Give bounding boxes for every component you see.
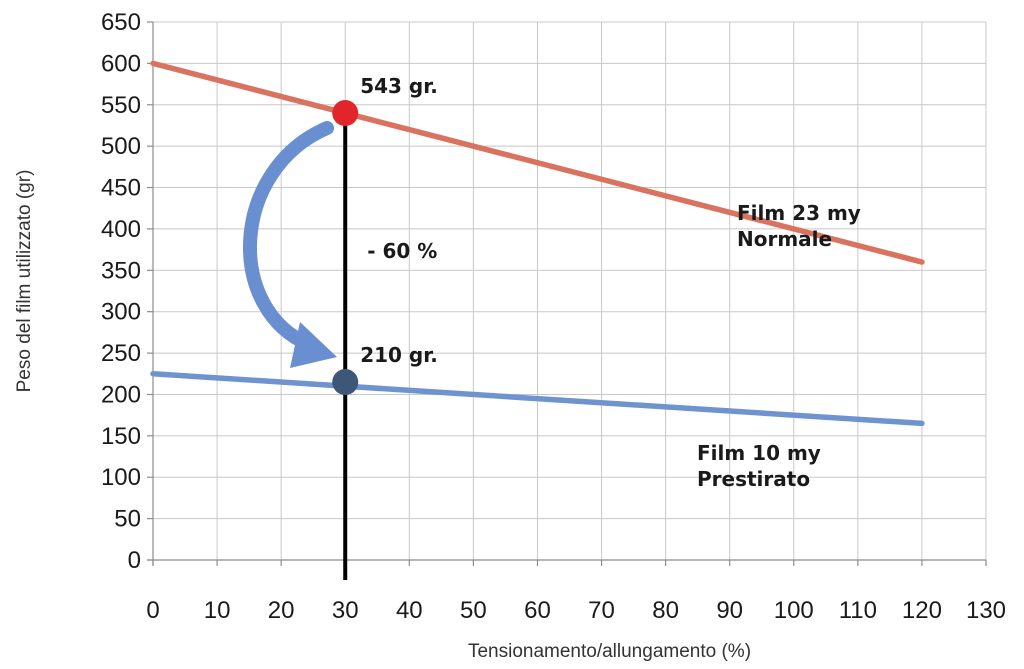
series-label-0: Film 23 my Normale bbox=[737, 201, 861, 251]
x-tick-label: 100 bbox=[774, 597, 814, 624]
x-tick-label: 50 bbox=[460, 597, 487, 624]
marker-1 bbox=[332, 369, 359, 396]
y-tick-label: 250 bbox=[101, 340, 141, 367]
marker-0 bbox=[332, 100, 359, 127]
y-tick-label: 600 bbox=[101, 50, 141, 77]
y-tick-label: 450 bbox=[101, 175, 141, 202]
x-tick-label: 10 bbox=[204, 597, 231, 624]
annotations: Film 23 my Normale Film 10 my Prestirato 543… bbox=[243, 74, 861, 580]
series-label-line: Film 23 my bbox=[737, 201, 861, 225]
y-tick-label: 200 bbox=[101, 381, 141, 408]
series-label-line: Normale bbox=[737, 227, 832, 251]
x-tick-label: 80 bbox=[652, 597, 679, 624]
series-line-1 bbox=[150, 371, 925, 427]
y-tick-label: 550 bbox=[101, 92, 141, 119]
x-tick-label: 40 bbox=[396, 597, 423, 624]
series-lines bbox=[150, 60, 925, 427]
y-tick-label: 0 bbox=[128, 547, 141, 574]
axes bbox=[147, 21, 987, 566]
series-label-line: Film 10 my bbox=[697, 441, 821, 465]
x-tick-label: 90 bbox=[716, 597, 743, 624]
y-tick-label: 400 bbox=[101, 216, 141, 243]
y-tick-label: 350 bbox=[101, 257, 141, 284]
x-tick-label: 110 bbox=[839, 597, 877, 624]
x-tick-label: 120 bbox=[902, 597, 942, 624]
y-tick-label: 50 bbox=[114, 506, 141, 533]
curved-arrow bbox=[243, 121, 334, 352]
x-tick-label: 130 bbox=[966, 597, 1006, 624]
marker-label-0: 543 gr. bbox=[360, 74, 438, 98]
grid bbox=[153, 21, 987, 560]
x-axis-title: Tensionamento/allungamento (%) bbox=[468, 641, 751, 662]
series-label-1: Film 10 my Prestirato bbox=[697, 441, 821, 491]
y-tick-label: 100 bbox=[101, 464, 141, 491]
y-tick-label: 650 bbox=[101, 9, 141, 36]
marker-label-1: 210 gr. bbox=[360, 343, 438, 367]
series-line-0 bbox=[150, 60, 925, 265]
y-tick-label: 300 bbox=[101, 299, 141, 326]
y-tick-label: 500 bbox=[101, 133, 141, 160]
arrow-head bbox=[290, 322, 337, 368]
x-tick-label: 0 bbox=[146, 597, 159, 624]
x-tick-label: 70 bbox=[588, 597, 615, 624]
x-tick-label: 60 bbox=[524, 597, 551, 624]
reduction-label: - 60 % bbox=[367, 239, 437, 263]
x-tick-label: 20 bbox=[268, 597, 295, 624]
y-tick-label: 150 bbox=[101, 423, 141, 450]
series-label-line: Prestirato bbox=[697, 467, 810, 491]
x-tick-label: 30 bbox=[332, 597, 359, 624]
tick-labels: 0 10 20 30 40 50 60 70 80 90 100 110 120 130 0 50 100 150… bbox=[101, 9, 1006, 624]
y-axis-title: Peso del film utilizzato (gr) bbox=[14, 170, 35, 393]
